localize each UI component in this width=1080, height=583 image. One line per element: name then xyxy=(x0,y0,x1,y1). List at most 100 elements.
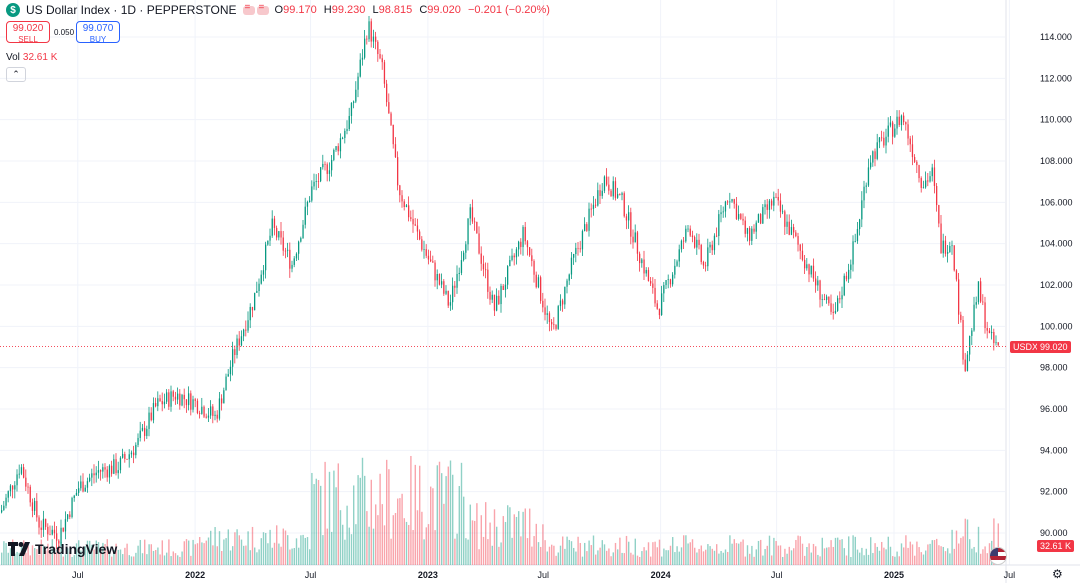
candle-body xyxy=(3,505,5,511)
candle-body xyxy=(944,240,947,254)
candle-body xyxy=(62,527,64,532)
high-key: H xyxy=(323,4,332,16)
legend-toggle-icons[interactable] xyxy=(242,2,269,15)
candle-body xyxy=(898,116,900,125)
symbol-title[interactable]: US Dollar Index · 1D · PEPPERSTONE xyxy=(26,3,237,17)
volume-bar xyxy=(196,543,199,565)
candle-body xyxy=(625,216,628,221)
candle-body xyxy=(445,290,447,294)
volume-bar xyxy=(496,526,498,565)
volume-bar xyxy=(786,553,788,565)
candle-body xyxy=(551,322,553,325)
candle-body xyxy=(155,403,157,407)
candle-body xyxy=(861,200,863,220)
volume-bar xyxy=(933,540,936,565)
candle-body xyxy=(170,391,172,407)
volume-bar xyxy=(425,527,427,565)
volume-bar xyxy=(540,546,542,565)
volume-legend[interactable]: Vol 32.61 K xyxy=(6,52,57,63)
candle-body xyxy=(148,412,150,429)
candle-body xyxy=(284,250,287,252)
sell-button[interactable]: 99.020 SELL xyxy=(6,21,50,44)
volume-bar xyxy=(821,537,823,565)
candle-body xyxy=(832,311,834,313)
candle-body xyxy=(683,240,685,242)
volume-bar xyxy=(146,554,148,565)
candle-body xyxy=(144,427,146,436)
volume-bar xyxy=(383,525,386,565)
symbol-dollar-icon: $ xyxy=(6,3,20,17)
volume-bar xyxy=(291,548,293,565)
candle-body xyxy=(628,212,630,221)
volume-bar xyxy=(491,545,493,565)
candle-body xyxy=(135,444,137,456)
volume-bar xyxy=(823,548,826,565)
volume-bar xyxy=(282,528,284,565)
candle-body xyxy=(223,390,225,404)
candle-body xyxy=(654,287,656,304)
candle-body xyxy=(73,495,75,499)
volume-bar xyxy=(533,536,535,565)
volume-bar xyxy=(447,466,449,565)
volume-bar xyxy=(878,550,881,565)
candle-body xyxy=(412,218,414,225)
volume-bar xyxy=(872,553,874,565)
volume-bar xyxy=(293,548,295,565)
y-tick-label: 104.000 xyxy=(1040,239,1073,249)
volume-bar xyxy=(463,496,465,565)
candle-body xyxy=(210,406,212,416)
candle-body xyxy=(199,413,201,414)
sell-label: SELL xyxy=(18,35,38,44)
tradingview-logo[interactable]: TradingView xyxy=(8,541,117,557)
volume-bar xyxy=(298,547,300,565)
volume-bar xyxy=(837,537,839,565)
candle-body xyxy=(106,469,108,478)
volume-bar xyxy=(654,541,656,565)
candle-body xyxy=(256,290,258,293)
volume-bar xyxy=(650,556,652,565)
candle-body xyxy=(157,398,159,407)
candle-body xyxy=(518,241,520,250)
candle-body xyxy=(852,241,854,265)
volume-bar xyxy=(568,539,570,565)
candle-body xyxy=(122,453,124,458)
volume-bar xyxy=(423,539,425,565)
candle-body xyxy=(566,280,568,287)
volume-bar xyxy=(854,536,856,565)
candle-body xyxy=(441,281,443,285)
volume-bar xyxy=(405,521,408,565)
candle-body xyxy=(960,314,962,321)
candle-body xyxy=(482,263,485,270)
volume-bar xyxy=(773,537,775,565)
volume-bar xyxy=(777,545,779,565)
gear-icon[interactable]: ⚙ xyxy=(1052,567,1063,581)
candle-body xyxy=(969,335,971,355)
candle-body xyxy=(977,281,980,303)
volume-bar xyxy=(894,556,896,565)
ohlc-values: O99.170 H99.230 L98.815 C99.020 −0.201 (… xyxy=(275,4,554,16)
candle-body xyxy=(97,470,100,473)
candle-body xyxy=(278,231,280,238)
volume-bar xyxy=(975,552,977,565)
volume-bar xyxy=(997,523,999,565)
candle-body xyxy=(667,279,669,281)
volume-bar xyxy=(238,535,240,565)
buy-button[interactable]: 99.070 BUY xyxy=(76,21,120,44)
volume-bar xyxy=(359,477,361,565)
volume-bar xyxy=(355,524,357,565)
volume-bar xyxy=(788,546,790,565)
candle-body xyxy=(458,272,460,275)
candle-body xyxy=(188,393,190,406)
us-flag-icon[interactable] xyxy=(989,547,1007,565)
candle-body xyxy=(300,238,302,242)
volume-bar xyxy=(856,549,859,565)
candle-body xyxy=(192,399,194,410)
candle-body xyxy=(267,240,269,245)
chevron-up-icon[interactable]: ⌃ xyxy=(6,67,26,82)
tradingview-wordmark: TradingView xyxy=(35,541,118,557)
candle-body xyxy=(238,338,240,346)
candle-body xyxy=(883,137,885,146)
volume-bar xyxy=(834,537,837,565)
candle-body xyxy=(64,519,67,532)
